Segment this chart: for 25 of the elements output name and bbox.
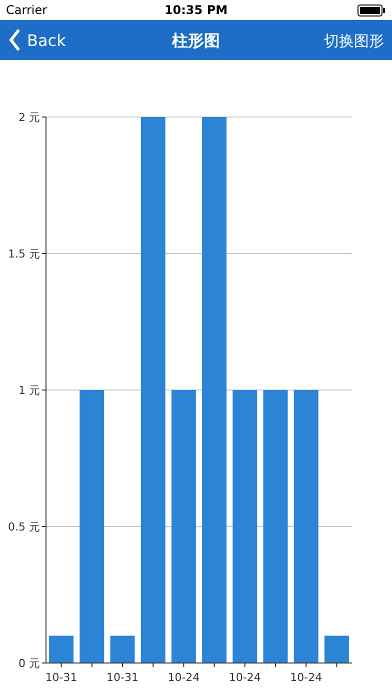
y-tick-label: 1.5 元 <box>8 248 40 260</box>
bar <box>294 390 318 663</box>
x-tick-label: 10-24 <box>290 671 322 684</box>
bar <box>324 636 349 663</box>
bar <box>263 390 288 663</box>
bar <box>232 390 258 663</box>
text: 10:35 PM <box>164 3 228 17</box>
x-tick-label: 10-24 <box>228 671 261 684</box>
bar <box>49 636 74 663</box>
y-tick-label: 0 元 <box>18 657 40 670</box>
x-tick-label: 10-24 <box>168 671 200 684</box>
bar <box>140 117 166 663</box>
text: 切换图形 <box>324 32 384 50</box>
chart-title: 柱形图 <box>171 31 220 50</box>
y-tick-label: 2 元 <box>18 111 40 124</box>
bar <box>80 390 104 663</box>
y-tick-label: 1 元 <box>18 384 40 397</box>
x-tick-label: 10-31 <box>45 671 78 684</box>
text: Back <box>27 31 67 50</box>
bar <box>171 390 196 663</box>
bar <box>110 636 135 663</box>
x-tick-label: 10-31 <box>106 671 138 684</box>
text: Carrier <box>6 3 48 17</box>
y-tick-label: 0.5 元 <box>8 520 40 534</box>
bar <box>202 117 227 663</box>
